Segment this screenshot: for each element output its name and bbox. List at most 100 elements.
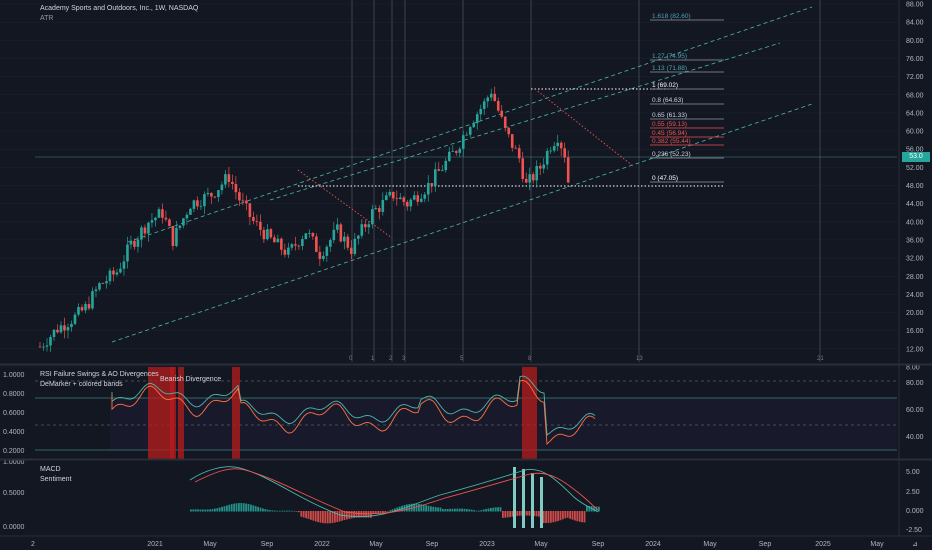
candle-body [91,291,94,309]
candle-body [496,100,500,111]
macd-histogram-bar [475,510,478,512]
candle-body [552,146,556,151]
rsi-indicator-label[interactable]: RSI Failure Swings & AO Divergences [40,371,159,378]
macd-histogram-bar [300,511,303,517]
macd-histogram-bar [341,511,343,521]
macd-histogram-bar [444,509,447,512]
price-tick-label: 84.00 [906,20,924,27]
time-axis-expand-icon: ⊿ [912,541,918,548]
macd-panel: 1.0000 0.5000 0.0000 5.00 2.50 0.000 -2.50 [3,459,924,534]
macd-histogram-bar [317,511,319,523]
macd-histogram-bar [454,508,456,512]
macd-histogram-bar [329,511,331,524]
candle-body [430,183,434,186]
macd-histogram-bar [353,511,355,518]
macd-histogram-bar [562,511,564,520]
divergence-highlight [232,367,240,460]
candle-body [157,209,161,218]
macd-histogram-bar [559,511,562,521]
candle-body [290,244,294,248]
time-tick-label: Sep [426,541,439,548]
macd-histogram-bar [456,508,459,512]
macd-histogram-bar [276,510,279,512]
sentiment-spike-bar [522,469,525,528]
macd-histogram-bar [190,509,192,512]
candle-body [563,148,567,158]
candle-body [301,239,304,246]
candle-body [45,345,49,347]
macd-histogram-bar [394,508,396,512]
candle-body [259,221,262,230]
candle-body [528,174,532,183]
pane-separators[interactable] [0,0,932,537]
macd-histogram-bar [499,507,502,512]
macd-histogram-bar [557,511,559,522]
candle-body [472,123,476,128]
candle-body [276,238,280,243]
macd-histogram-bar [257,506,259,512]
channel-line [127,6,813,243]
macd-histogram-bar [226,505,228,512]
macd-histogram-bar [466,508,468,512]
atr-indicator-label[interactable]: ATR [40,15,54,22]
candle-body [416,195,420,202]
macd-histogram-bar [545,511,547,524]
macd-histogram-bar [286,510,288,512]
macd-histogram-bar [266,509,269,512]
sentiment-indicator-label[interactable]: Sentiment [40,476,72,483]
candle-body [426,183,430,195]
macd-histogram-bar [485,508,487,512]
demarker-indicator-label[interactable]: DeMarker + colored bands [40,381,123,388]
macd-left-tick-label: 0.5000 [3,490,25,497]
macd-histogram-bar [566,511,569,518]
candle-body [412,195,416,200]
candle-body [105,281,108,284]
candle-body [465,134,469,136]
macd-histogram-bar [446,508,449,512]
macd-histogram-bar [372,511,375,514]
cycle-label: 21 [817,356,824,362]
candle-body [115,272,119,275]
macd-histogram-bar [204,509,207,512]
candle-body [192,200,196,209]
candle-body [269,229,273,238]
macd-histogram-bar [598,506,600,512]
candle-body [213,196,217,198]
macd-histogram-bar [216,508,219,512]
candle-body [203,194,206,207]
fib-level-label: 0.8 (64.63) [652,97,683,104]
time-axis[interactable]: 2 2021 May Sep 2022 May Sep 2023 May Sep 2024 May Se… [31,541,918,548]
candle-body [353,238,357,254]
macd-histogram-bar [245,503,247,512]
macd-histogram-bar [564,511,567,519]
macd-histogram-bar [593,506,595,512]
candle-body [419,198,423,202]
candle-body [322,255,325,259]
candle-body [238,192,241,201]
candle-body [217,190,220,198]
macd-histogram-bar [362,511,365,518]
macd-histogram-bar [550,511,552,523]
demarker-line [111,379,596,445]
macd-histogram-bar [451,508,454,512]
macd-histogram-bar [293,510,295,512]
candlesticks [38,86,570,352]
candle-body [126,244,129,262]
macd-indicator-label[interactable]: MACD [40,466,61,473]
macd-histogram-bar [425,505,427,512]
grid [0,3,897,368]
candle-body [171,226,175,247]
rsi-left-tick-label: 0.4000 [3,429,25,436]
macd-histogram-bar [322,511,324,524]
macd-histogram-bar [269,510,271,512]
time-tick-label: Sep [759,541,772,548]
candle-body [220,184,224,191]
fib-retracement: 1.618 (82.60) 1.27 (74.95) 1.13 (71.88) 1 (… [650,13,724,183]
macd-histogram-bar [528,511,531,516]
time-tick-label: 2 [31,541,35,548]
rsi-left-tick-label: 0.8000 [3,391,25,398]
candle-body [178,225,182,228]
price-axis[interactable]: 88.00 84.00 80.00 76.00 72.00 68.00 64.00 60.00… [906,2,924,372]
candle-body [199,206,203,208]
